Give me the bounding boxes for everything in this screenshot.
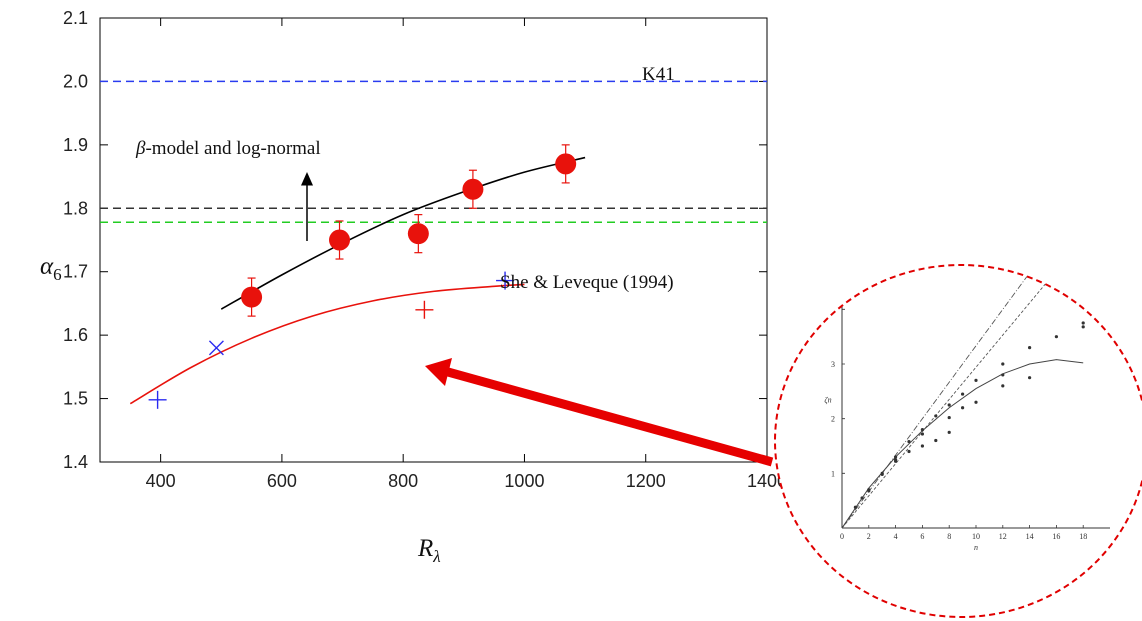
inset-point: [947, 430, 951, 434]
inset-point: [934, 438, 938, 443]
annotation-arrow: [425, 358, 774, 467]
inset-point: [1081, 325, 1085, 329]
inset-x-tick-label: 6: [920, 532, 924, 541]
x-axis-label-main: R: [417, 535, 433, 562]
inset-circle-border: [774, 264, 1142, 618]
inset-point: [894, 459, 898, 463]
annotation-arrow-shaft: [446, 367, 774, 467]
x-axis-label-sub: λ: [432, 547, 440, 566]
y-tick-label: 1.8: [63, 198, 88, 218]
inset-point: [934, 414, 938, 418]
x-tick-label: 400: [146, 471, 176, 491]
inset-point: [860, 496, 864, 500]
inset-point: [961, 392, 965, 396]
beta-model-label: β-model and log-normal: [135, 138, 321, 159]
cross-marker: [208, 340, 224, 356]
inset-circle-fill: [775, 265, 1142, 617]
x-tick-label: 1400: [747, 471, 787, 491]
inset-point: [1001, 362, 1005, 366]
inset-x-tick-label: 16: [1052, 532, 1060, 541]
data-point-circle: [407, 223, 429, 245]
inset-x-tick-label: 8: [947, 532, 951, 541]
inset-point: [920, 432, 925, 436]
inset-point: [947, 403, 951, 407]
data-point-circle: [241, 286, 263, 308]
data-point-circle: [462, 178, 484, 200]
inset-point: [1081, 321, 1085, 325]
x-tick-label: 800: [388, 471, 418, 491]
inset-point: [867, 489, 871, 493]
data-point-circle: [329, 229, 351, 251]
x-tick-label: 1000: [504, 471, 544, 491]
annotation-arrow-head: [425, 358, 452, 386]
inset-point: [894, 455, 898, 459]
tick-layer: 400 600 800 1000 1200 1400 1.4 1.5 1.6 1.7 1.8 1.9 2…: [63, 8, 787, 491]
inset-x-tick-label: 14: [1026, 532, 1034, 541]
y-tick-label: 2.0: [63, 71, 88, 91]
inset-x-tick-label: 10: [972, 532, 980, 541]
inset-y-tick-label: 2: [831, 415, 835, 424]
inset-point: [907, 449, 911, 454]
x-axis-label: Rλ: [417, 535, 441, 566]
y-tick-label: 1.9: [63, 135, 88, 155]
inset-point: [920, 444, 925, 448]
y-tick-label: 1.7: [63, 262, 88, 282]
y-axis-label: α6: [40, 253, 62, 284]
inset-x-tick-label: 2: [867, 532, 871, 541]
inset-point: [1028, 346, 1032, 350]
inset-point: [974, 378, 978, 382]
inset-x-tick-label: 12: [999, 532, 1007, 541]
inset-line-0: [841, 265, 1064, 529]
inset-y-tick-label: 1: [831, 469, 835, 478]
beta-symbol: β: [135, 138, 146, 159]
inset-point: [1001, 384, 1005, 388]
inset-x-tick-label: 4: [894, 532, 898, 541]
inset-line-1: [841, 265, 1071, 529]
inset-x-label: n: [974, 543, 978, 552]
inset-point: [907, 440, 911, 444]
inset-point: [961, 406, 965, 410]
inset-point: [947, 415, 951, 420]
data-point-circle: [555, 153, 577, 175]
inset-point: [1028, 376, 1032, 380]
beta-label-text: -model and log-normal: [145, 138, 320, 159]
inset-y-label: ζn: [824, 395, 831, 404]
inset-y-tick-label: 3: [831, 360, 835, 369]
inset-point: [853, 505, 858, 509]
data-series: [129, 144, 586, 409]
inset-x-tick-label: 0: [840, 532, 844, 541]
y-tick-label: 2.1: [63, 8, 88, 28]
y-axis-label-main: α: [40, 253, 54, 280]
reference-lines: [100, 80, 767, 223]
inset-x-tick-label: 18: [1079, 532, 1087, 541]
inset-point: [974, 400, 978, 404]
y-axis-label-sub: 6: [53, 265, 62, 284]
fit-curve-1: [220, 156, 586, 310]
inset-point: [920, 428, 925, 432]
fit-curve-5: [129, 283, 525, 405]
y-tick-label: 1.6: [63, 325, 88, 345]
y-tick-label: 1.5: [63, 389, 88, 409]
x-tick-label: 1200: [626, 471, 666, 491]
inset-point: [1001, 373, 1005, 377]
inset-point: [880, 472, 884, 477]
y-tick-label: 1.4: [63, 452, 88, 472]
she-leveque-label: She & Leveque (1994): [500, 272, 674, 293]
inset-point: [1054, 335, 1058, 339]
x-tick-label: 600: [267, 471, 297, 491]
k41-label: K41: [642, 64, 675, 85]
plot-frame: [99, 17, 768, 463]
